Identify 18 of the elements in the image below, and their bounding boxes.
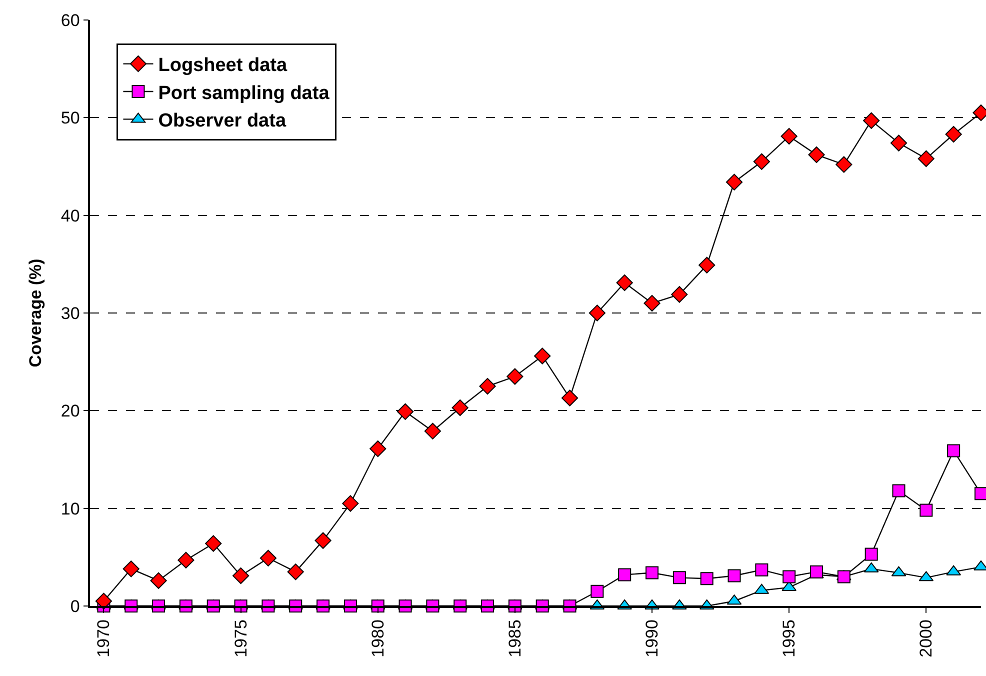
y-tick-label: 30 [60,304,80,323]
legend-label: Observer data [158,110,286,132]
x-tick-label: 1990 [642,620,662,658]
y-tick-label: 50 [60,108,80,128]
x-tick-label: 1980 [368,620,388,658]
x-tick-label: 1985 [505,620,524,658]
y-tick-label: 20 [60,402,80,421]
legend-label: Port sampling data [158,82,330,104]
x-tick-label: 1970 [94,620,114,658]
y-axis-title: Coverage (%) [26,258,45,368]
legend-label: Logsheet data [158,55,288,76]
y-tick-label: 0 [70,596,80,616]
x-tick-label: 1975 [231,620,250,658]
y-tick-label: 60 [60,10,80,30]
x-tick-label: 2000 [916,620,936,658]
x-tick-label: 1995 [780,620,799,658]
y-tick-label: 10 [60,499,80,518]
y-tick-label: 40 [60,206,80,226]
